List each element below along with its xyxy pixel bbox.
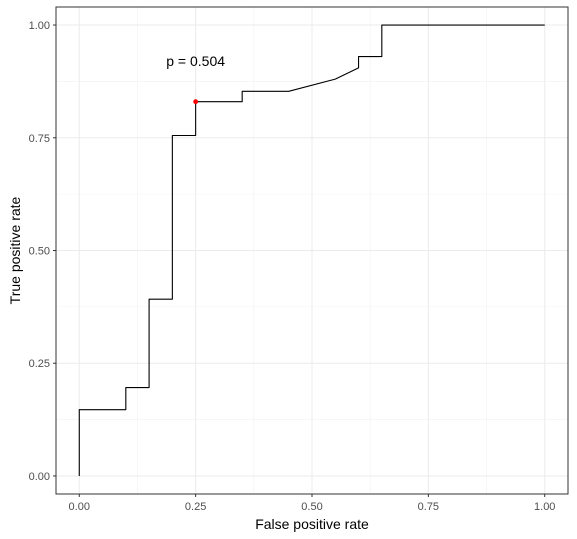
highlight-point: [193, 99, 199, 105]
major-gridlines: [56, 7, 568, 494]
x-tick-label: 0.50: [301, 501, 322, 513]
y-tick-label: 0.75: [29, 133, 50, 145]
x-tick-label: 0.00: [69, 501, 90, 513]
x-tick-label: 0.75: [418, 501, 439, 513]
y-tick-label: 1.00: [29, 20, 50, 32]
highlight-layer: [193, 99, 199, 105]
x-axis-title: False positive rate: [255, 516, 369, 532]
y-tick-label: 0.00: [29, 471, 50, 483]
y-tick-label: 0.50: [29, 246, 50, 258]
y-tick-label: 0.25: [29, 358, 50, 370]
x-tick-label: 1.00: [534, 501, 555, 513]
annotation-text: p = 0.504: [166, 53, 225, 69]
x-axis-ticks: 0.00 0.25 0.50 0.75 1.00: [69, 494, 555, 513]
y-axis-title: True positive rate: [7, 196, 23, 304]
y-axis-ticks: 0.00 0.25 0.50 0.75 1.00: [29, 20, 56, 483]
x-tick-label: 0.25: [185, 501, 206, 513]
